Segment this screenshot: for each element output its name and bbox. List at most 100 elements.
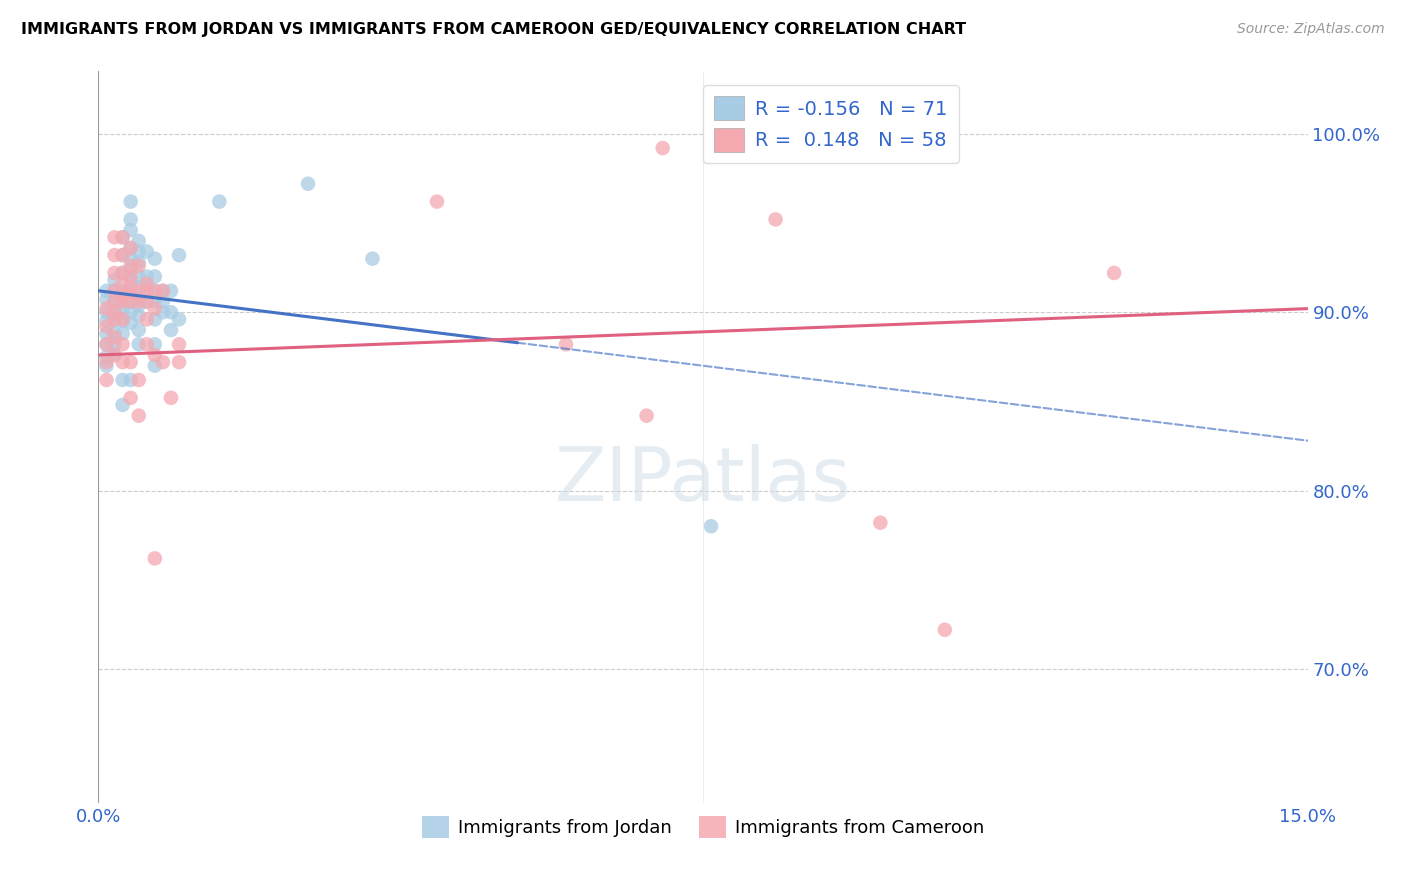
Point bbox=[426, 194, 449, 209]
Point bbox=[120, 252, 142, 266]
Point bbox=[120, 287, 142, 301]
Point bbox=[152, 294, 174, 309]
Point bbox=[120, 355, 142, 369]
Point bbox=[120, 212, 142, 227]
Point bbox=[111, 373, 134, 387]
Point bbox=[103, 305, 125, 319]
Point bbox=[103, 330, 125, 344]
Point bbox=[103, 348, 125, 362]
Text: IMMIGRANTS FROM JORDAN VS IMMIGRANTS FROM CAMEROON GED/EQUIVALENCY CORRELATION C: IMMIGRANTS FROM JORDAN VS IMMIGRANTS FRO… bbox=[21, 22, 966, 37]
Point bbox=[120, 294, 142, 309]
Point bbox=[128, 309, 150, 323]
Point bbox=[135, 337, 157, 351]
Point bbox=[128, 373, 150, 387]
Point bbox=[143, 301, 166, 316]
Point bbox=[167, 248, 190, 262]
Point bbox=[111, 266, 134, 280]
Point bbox=[96, 305, 118, 319]
Point bbox=[111, 355, 134, 369]
Text: Source: ZipAtlas.com: Source: ZipAtlas.com bbox=[1237, 22, 1385, 37]
Point bbox=[96, 355, 118, 369]
Point bbox=[120, 294, 142, 309]
Point bbox=[135, 284, 157, 298]
Point bbox=[120, 223, 142, 237]
Point bbox=[128, 269, 150, 284]
Point bbox=[111, 248, 134, 262]
Point bbox=[111, 284, 134, 298]
Point bbox=[120, 241, 142, 255]
Point bbox=[103, 230, 125, 244]
Point bbox=[103, 294, 125, 309]
Point bbox=[111, 294, 134, 309]
Point bbox=[96, 293, 118, 307]
Point bbox=[111, 326, 134, 341]
Point bbox=[103, 337, 125, 351]
Point bbox=[152, 284, 174, 298]
Point bbox=[765, 212, 787, 227]
Point bbox=[103, 314, 125, 328]
Point bbox=[120, 259, 142, 273]
Point bbox=[111, 305, 134, 319]
Point bbox=[96, 319, 118, 334]
Point bbox=[143, 551, 166, 566]
Point bbox=[96, 284, 118, 298]
Point bbox=[167, 355, 190, 369]
Point bbox=[96, 359, 118, 373]
Point bbox=[143, 284, 166, 298]
Point bbox=[143, 252, 166, 266]
Point bbox=[111, 312, 134, 326]
Point bbox=[103, 248, 125, 262]
Point bbox=[111, 398, 134, 412]
Point bbox=[120, 316, 142, 330]
Point bbox=[636, 409, 658, 423]
Point bbox=[120, 194, 142, 209]
Point bbox=[128, 259, 150, 273]
Legend: Immigrants from Jordan, Immigrants from Cameroon: Immigrants from Jordan, Immigrants from … bbox=[415, 808, 991, 845]
Point bbox=[297, 177, 319, 191]
Point bbox=[869, 516, 891, 530]
Point bbox=[120, 269, 142, 284]
Point bbox=[103, 284, 125, 298]
Point bbox=[135, 269, 157, 284]
Point bbox=[208, 194, 231, 209]
Point bbox=[135, 277, 157, 291]
Point bbox=[143, 312, 166, 326]
Point bbox=[160, 284, 183, 298]
Point bbox=[103, 266, 125, 280]
Point bbox=[128, 337, 150, 351]
Point bbox=[135, 294, 157, 309]
Point bbox=[111, 277, 134, 291]
Point bbox=[143, 294, 166, 309]
Point bbox=[96, 337, 118, 351]
Point bbox=[128, 244, 150, 259]
Point bbox=[128, 298, 150, 312]
Point bbox=[96, 337, 118, 351]
Point bbox=[700, 519, 723, 533]
Point bbox=[651, 141, 673, 155]
Point bbox=[103, 294, 125, 309]
Point bbox=[1102, 266, 1125, 280]
Point bbox=[361, 252, 384, 266]
Point bbox=[167, 312, 190, 326]
Point bbox=[143, 337, 166, 351]
Point bbox=[96, 326, 118, 341]
Point bbox=[111, 248, 134, 262]
Point bbox=[120, 262, 142, 277]
Point bbox=[128, 255, 150, 269]
Point bbox=[120, 305, 142, 319]
Point bbox=[555, 337, 578, 351]
Point bbox=[96, 373, 118, 387]
Point bbox=[103, 348, 125, 362]
Point bbox=[96, 350, 118, 364]
Point bbox=[111, 287, 134, 301]
Point bbox=[128, 280, 150, 294]
Point bbox=[152, 305, 174, 319]
Point bbox=[96, 314, 118, 328]
Point bbox=[103, 273, 125, 287]
Point bbox=[120, 280, 142, 294]
Point bbox=[120, 273, 142, 287]
Point bbox=[152, 355, 174, 369]
Text: ZIPatlas: ZIPatlas bbox=[555, 444, 851, 517]
Point bbox=[143, 359, 166, 373]
Point bbox=[160, 323, 183, 337]
